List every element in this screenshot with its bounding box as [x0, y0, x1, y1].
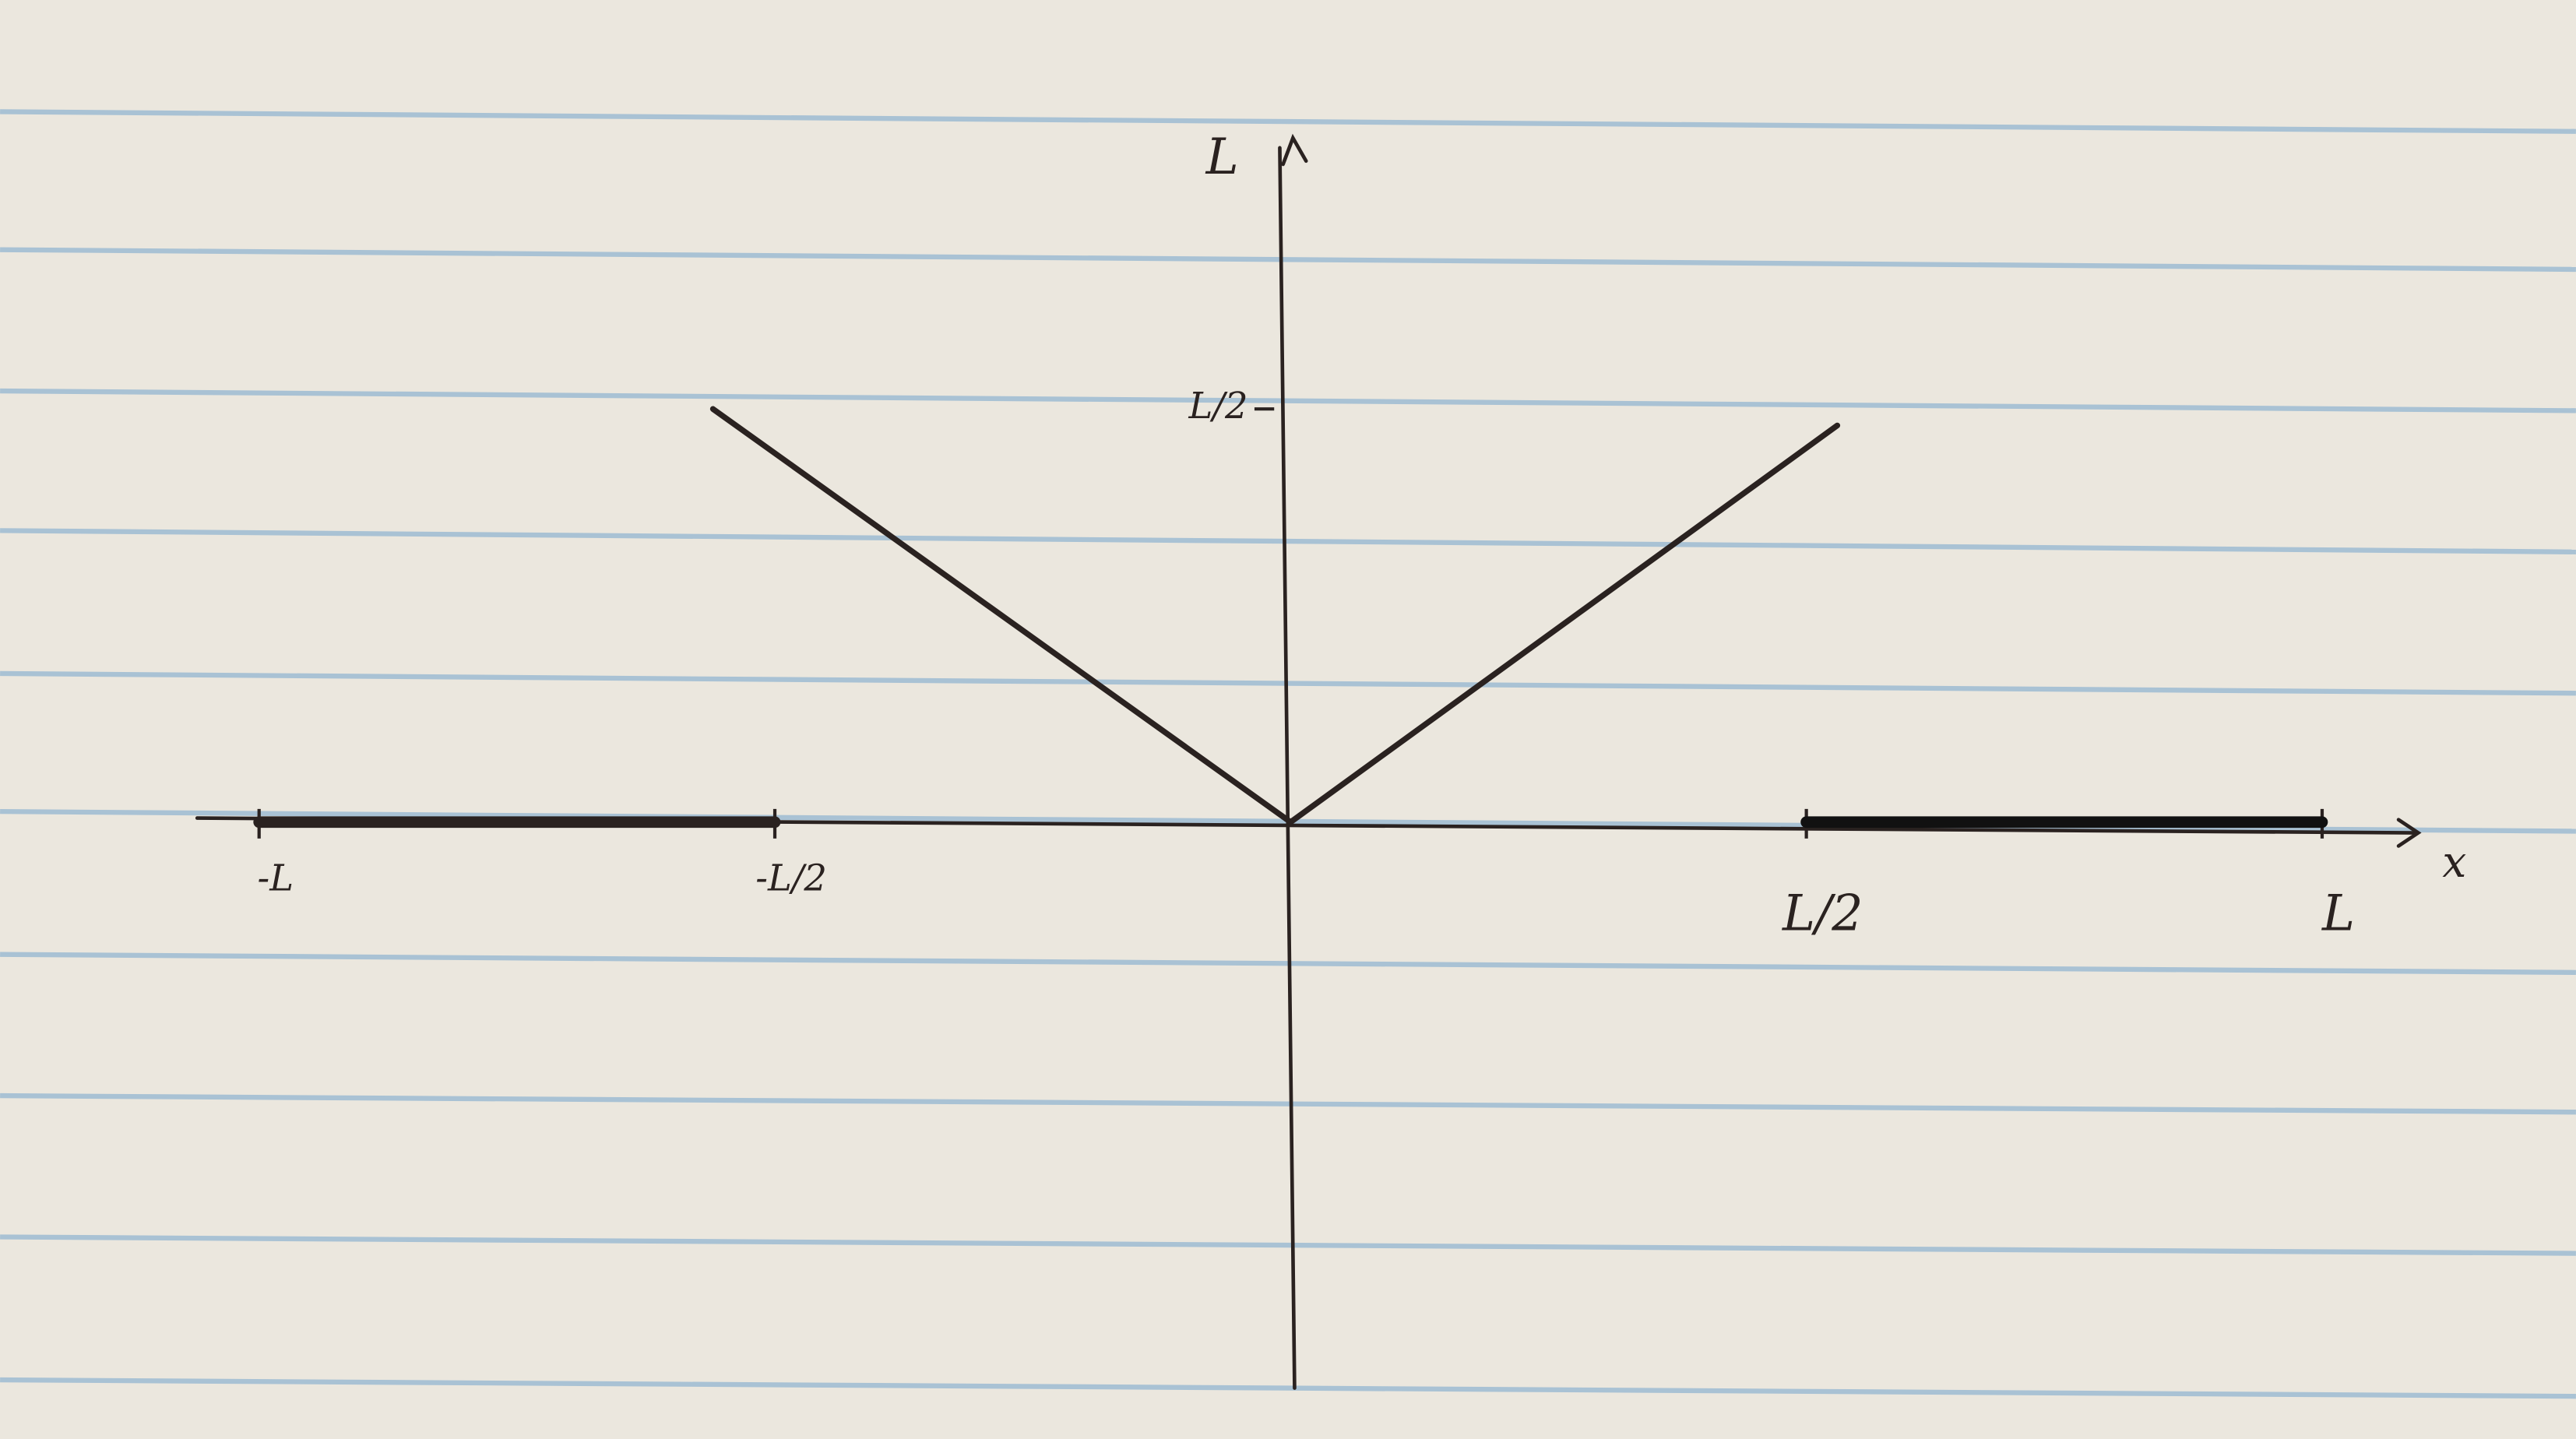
ruled-line: [0, 1234, 2576, 1256]
y-axis-arrow: [1281, 133, 1308, 167]
y-tick-label: L/2: [1188, 385, 1248, 427]
ruled-line: [0, 388, 2576, 413]
ruled-line: [0, 670, 2576, 696]
ruled-line: [0, 247, 2576, 273]
x-tick-label: -L/2: [755, 857, 827, 899]
x-axis-arrow: [2396, 818, 2422, 848]
y-axis-label: L: [1205, 128, 1239, 185]
ruled-line: [0, 1377, 2576, 1399]
x-tick-label: -L: [258, 857, 294, 899]
ruled-line: [0, 528, 2576, 554]
y-axis: [1278, 146, 1297, 1390]
ruled-line: [0, 109, 2576, 134]
series-line: [709, 406, 1841, 825]
x-tick-label: L/2: [1782, 885, 1863, 942]
x-tick-label: L: [2321, 885, 2355, 942]
ruled-line: [0, 1092, 2576, 1115]
x-axis-label: x: [2442, 837, 2466, 887]
